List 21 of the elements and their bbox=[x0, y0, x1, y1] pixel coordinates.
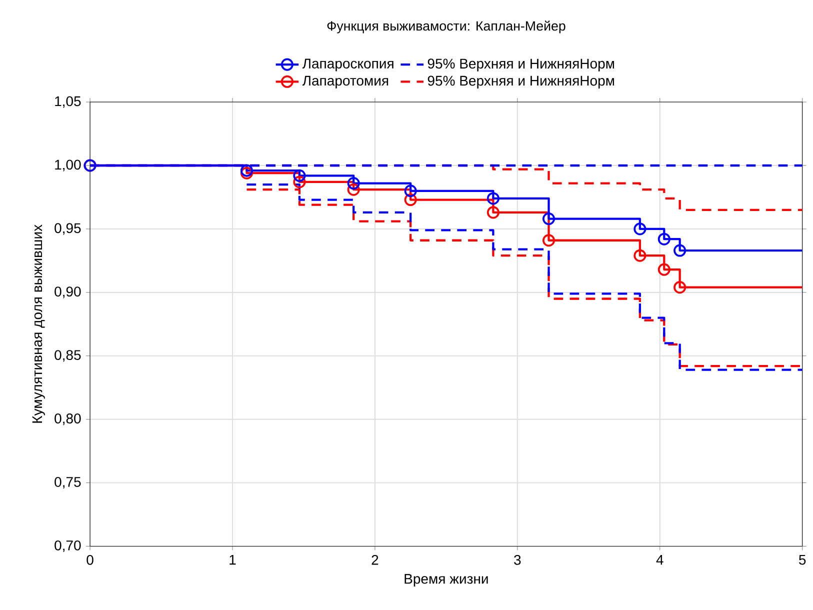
x-tick-label: 5 bbox=[799, 554, 806, 565]
y-tick-label: 1,00 bbox=[55, 160, 81, 172]
y-axis-title: Кумулятивная доля выживших bbox=[32, 224, 45, 423]
legend-label: Лапароскопия bbox=[302, 58, 394, 72]
y-tick-label: 0,95 bbox=[54, 223, 81, 235]
legend-label: Лапаротомия bbox=[302, 76, 388, 88]
x-tick-label: 2 bbox=[372, 554, 378, 565]
legend-label: 95% Верхняя и НижняяНорм bbox=[428, 58, 614, 72]
y-tick-label: 1,05 bbox=[55, 96, 81, 108]
x-tick-label: 0 bbox=[86, 554, 94, 565]
y-tick-label: 0,70 bbox=[54, 540, 81, 552]
chart-title: Функция выживамости: Каплан-Мейер bbox=[327, 20, 566, 34]
y-tick-label: 0,90 bbox=[54, 286, 81, 298]
y-tick-label: 0,75 bbox=[54, 476, 81, 488]
x-axis-title: Время жизни bbox=[404, 574, 488, 586]
x-tick-label: 3 bbox=[514, 554, 521, 565]
y-tick-label: 0,85 bbox=[54, 350, 81, 362]
x-tick-label: 1 bbox=[230, 554, 236, 564]
y-tick-label: 0,80 bbox=[54, 413, 81, 425]
legend-label: 95% Верхняя и НижняяНорм bbox=[428, 76, 614, 88]
x-tick-label: 4 bbox=[656, 554, 664, 564]
